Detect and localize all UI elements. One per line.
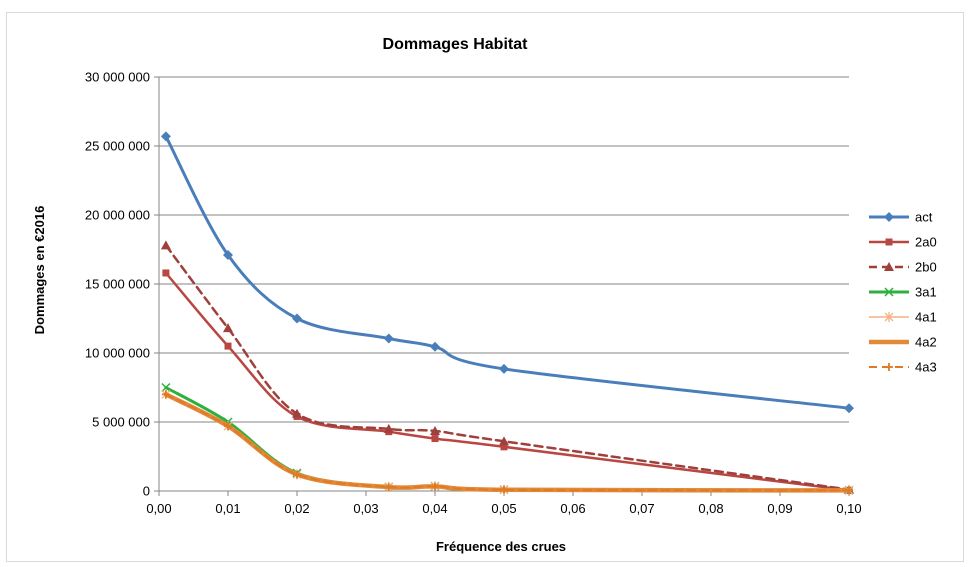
data-point-2b0 bbox=[223, 323, 233, 333]
series-line-4a3 bbox=[164, 393, 850, 492]
x-tick-label: 0,06 bbox=[560, 501, 585, 516]
legend-label-act: act bbox=[915, 210, 933, 225]
y-tick-label: 0 bbox=[143, 484, 150, 499]
legend-item-4a3: 4a3 bbox=[869, 360, 937, 375]
data-point-2b0 bbox=[292, 408, 302, 418]
y-axis-title: Dommages en €2016 bbox=[32, 206, 47, 335]
series-4a1 bbox=[161, 389, 854, 496]
legend-marker-2a0 bbox=[885, 238, 893, 246]
series-act bbox=[160, 131, 854, 414]
data-point-4a3 bbox=[161, 390, 170, 399]
x-axis-title: Fréquence des crues bbox=[436, 539, 566, 554]
data-point-4a3 bbox=[293, 470, 301, 479]
series-2b0 bbox=[160, 240, 854, 494]
data-point-2b0 bbox=[499, 436, 509, 446]
series-4a3 bbox=[161, 390, 853, 495]
legend-marker-3a1 bbox=[884, 287, 894, 297]
series-lines bbox=[160, 131, 854, 496]
data-point-4a3 bbox=[845, 486, 853, 495]
legend-label-3a1: 3a1 bbox=[915, 285, 937, 300]
x-tick-label: 0,01 bbox=[215, 501, 240, 516]
legend-marker-act bbox=[884, 212, 894, 222]
x-tick-label: 0,04 bbox=[422, 501, 447, 516]
line-chart: Dommages Habitat 0 5 000 000 10 000 000 15 … bbox=[32, 36, 937, 554]
data-point-act bbox=[844, 403, 854, 414]
y-tick-label: 15 000 000 bbox=[85, 277, 150, 292]
data-point-2b0 bbox=[160, 240, 171, 250]
x-tick-label: 0,03 bbox=[353, 501, 378, 516]
legend-label-4a1: 4a1 bbox=[915, 310, 937, 325]
x-axis-tick-labels: 0,00 0,01 0,02 0,03 0,04 0,05 0,06 0,07 0,08 0,09… bbox=[146, 501, 861, 516]
y-tick-label: 10 000 000 bbox=[85, 346, 150, 361]
x-tick-label: 0,00 bbox=[146, 501, 171, 516]
chart-frame: Dommages Habitat 0 5 000 000 10 000 000 15 … bbox=[6, 12, 964, 562]
data-point-2a0 bbox=[431, 435, 439, 443]
y-tick-label: 5 000 000 bbox=[92, 415, 150, 430]
data-point-2b0 bbox=[430, 425, 440, 435]
x-tick-label: 0,09 bbox=[767, 501, 792, 516]
legend-item-3a1: 3a1 bbox=[869, 285, 937, 300]
x-tick-label: 0,05 bbox=[491, 501, 516, 516]
data-point-4a3 bbox=[384, 483, 393, 492]
legend-label-2b0: 2b0 bbox=[915, 260, 937, 275]
y-tick-label: 20 000 000 bbox=[85, 208, 150, 223]
data-point-act bbox=[223, 250, 233, 261]
legend-label-4a2: 4a2 bbox=[915, 335, 937, 350]
legend-item-act: act bbox=[869, 210, 933, 225]
legend-marker-4a1 bbox=[884, 312, 894, 322]
legend: act 2a0 2b0 3a1 4a1 4a2 4a3 bbox=[869, 210, 937, 375]
data-point-4a3 bbox=[224, 422, 232, 431]
data-point-act bbox=[499, 363, 509, 374]
y-tick-label: 25 000 000 bbox=[85, 139, 150, 154]
legend-item-2a0: 2a0 bbox=[869, 235, 937, 250]
data-point-act bbox=[383, 333, 394, 344]
data-point-act bbox=[160, 131, 171, 142]
legend-label-4a3: 4a3 bbox=[915, 360, 937, 375]
x-tick-label: 0,08 bbox=[698, 501, 723, 516]
gridlines bbox=[154, 76, 850, 496]
legend-marker-4a3 bbox=[885, 363, 893, 371]
data-point-3a1 bbox=[161, 382, 171, 393]
x-tick-label: 0,10 bbox=[836, 501, 861, 516]
data-point-2b0 bbox=[383, 423, 394, 433]
data-point-2a0 bbox=[500, 443, 508, 451]
x-tick-label: 0,07 bbox=[629, 501, 654, 516]
data-point-2a0 bbox=[224, 342, 232, 350]
legend-label-2a0: 2a0 bbox=[915, 235, 937, 250]
legend-item-4a2: 4a2 bbox=[869, 335, 937, 350]
y-tick-label: 30 000 000 bbox=[85, 70, 150, 85]
x-tick-label: 0,02 bbox=[284, 501, 309, 516]
y-axis-tick-labels: 0 5 000 000 10 000 000 15 000 000 20 000 000… bbox=[85, 70, 150, 499]
legend-item-2b0: 2b0 bbox=[869, 260, 937, 275]
legend-item-4a1: 4a1 bbox=[869, 310, 937, 325]
data-point-4a3 bbox=[500, 485, 508, 494]
data-point-2a0 bbox=[162, 269, 170, 277]
chart-title: Dommages Habitat bbox=[383, 36, 529, 53]
data-point-4a3 bbox=[431, 482, 439, 491]
data-point-act bbox=[292, 313, 302, 324]
legend-marker-2b0 bbox=[884, 262, 894, 271]
data-point-act bbox=[430, 341, 440, 352]
